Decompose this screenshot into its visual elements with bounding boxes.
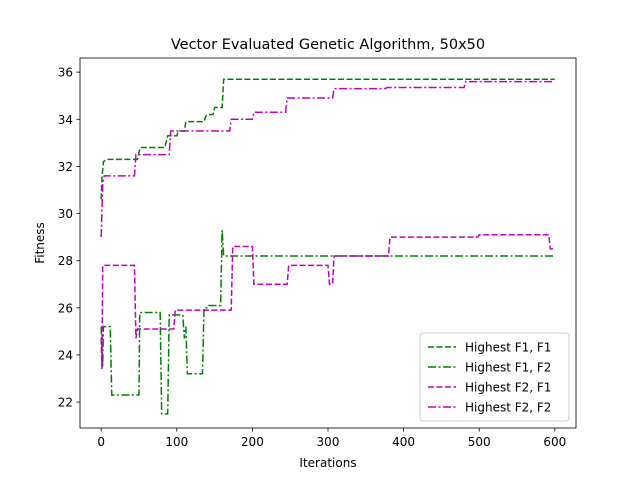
y-tick-label: 32 <box>58 160 73 174</box>
y-tick-label: 30 <box>58 207 73 221</box>
series-line-1 <box>100 78 555 200</box>
x-tick-label: 100 <box>165 435 188 449</box>
x-tick-label: 300 <box>317 435 340 449</box>
legend-label-4: Highest F2, F2 <box>465 401 551 415</box>
chart-title: Vector Evaluated Genetic Algorithm, 50x5… <box>171 37 485 53</box>
y-axis-label: Fitness <box>33 222 47 264</box>
series-line-2 <box>100 229 555 415</box>
series-line-3 <box>100 234 555 370</box>
x-tick-label: 600 <box>543 435 566 449</box>
y-tick-label: 24 <box>58 348 73 362</box>
legend-label-3: Highest F2, F1 <box>465 381 551 395</box>
y-tick-label: 28 <box>58 254 73 268</box>
legend-box <box>419 332 570 422</box>
x-tick-label: 0 <box>97 435 105 449</box>
y-tick-label: 34 <box>58 113 73 127</box>
series-line-4 <box>100 80 555 238</box>
y-axis-ticks: 22 24 26 28 30 32 34 36 <box>58 66 80 410</box>
x-tick-label: 500 <box>468 435 491 449</box>
y-tick-label: 22 <box>58 396 73 410</box>
series-layer <box>100 78 555 415</box>
y-tick-label: 36 <box>58 66 73 80</box>
legend-label-2: Highest F1, F2 <box>465 361 551 375</box>
y-tick-label: 26 <box>58 301 73 315</box>
x-tick-label: 200 <box>241 435 264 449</box>
x-tick-label: 400 <box>392 435 415 449</box>
x-axis-label: Iterations <box>299 456 356 470</box>
legend-label-1: Highest F1, F1 <box>465 341 551 355</box>
legend: Highest F1, F1 Highest F1, F2 Highest F2, … <box>419 332 570 422</box>
x-axis-ticks: 0 100 200 300 400 500 600 <box>97 428 566 449</box>
